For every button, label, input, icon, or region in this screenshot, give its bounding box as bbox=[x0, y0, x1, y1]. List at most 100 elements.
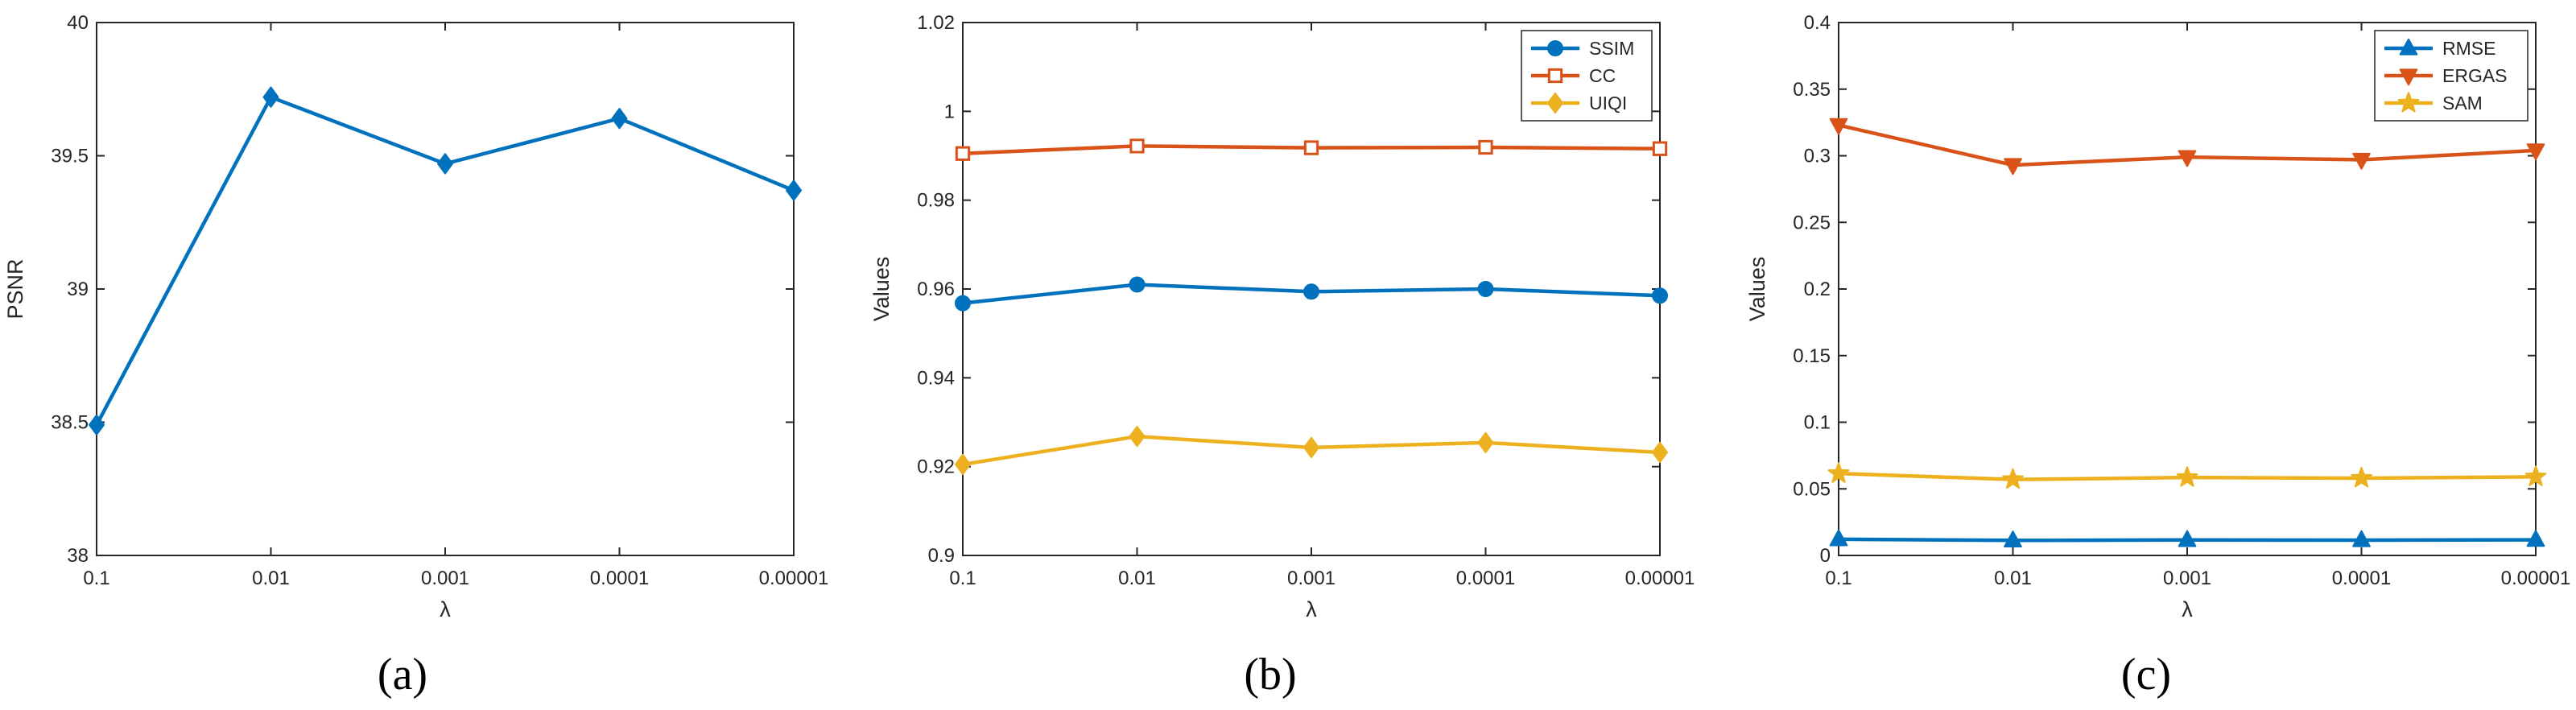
x-tick-label: 0.01 bbox=[1994, 568, 2032, 589]
series-ergas bbox=[1829, 118, 2545, 175]
y-tick-label: 1 bbox=[944, 101, 955, 122]
y-tick-label: 0.96 bbox=[917, 279, 955, 300]
x-tick-label: 0.0001 bbox=[2332, 568, 2391, 589]
data-point bbox=[2002, 468, 2024, 489]
y-tick-label: 0.98 bbox=[917, 190, 955, 212]
x-tick-label: 0.01 bbox=[252, 568, 290, 589]
data-point bbox=[955, 146, 971, 161]
legend-label: RMSE bbox=[2442, 38, 2496, 59]
x-tick-label: 0.00001 bbox=[2501, 568, 2571, 589]
legend-swatch-marker bbox=[2397, 91, 2420, 113]
data-point bbox=[1478, 139, 1493, 155]
data-point bbox=[2352, 530, 2371, 547]
legend-label: ERGAS bbox=[2442, 65, 2508, 86]
series-psnr bbox=[89, 86, 802, 435]
x-tick-label: 0.01 bbox=[1118, 568, 1156, 589]
data-point bbox=[437, 153, 453, 175]
x-axis-label: λ bbox=[2182, 597, 2193, 621]
y-tick-label: 0 bbox=[1820, 545, 1831, 567]
y-tick-label: 0.05 bbox=[1793, 478, 1831, 500]
legend: SSIM CC UIQI bbox=[1521, 30, 1653, 122]
data-point bbox=[1829, 118, 1848, 135]
x-tick-label: 0.1 bbox=[83, 568, 109, 589]
plot-area bbox=[96, 22, 795, 556]
y-tick-label: 40 bbox=[67, 12, 89, 34]
data-point bbox=[1303, 140, 1319, 155]
legend-swatch-marker bbox=[1547, 68, 1563, 84]
chart-panel-2: 0.1 0.01 0.001 0.0001 0.00001 0.9 0.92 0.94 0.96… bbox=[869, 12, 1695, 700]
data-point bbox=[2526, 530, 2545, 547]
legend-swatch-marker bbox=[2399, 68, 2418, 86]
y-tick-label: 0.4 bbox=[1804, 12, 1831, 34]
x-tick-label: 0.00001 bbox=[1625, 568, 1695, 589]
x-tick-label: 0.00001 bbox=[759, 568, 829, 589]
data-point bbox=[89, 414, 105, 435]
data-point bbox=[2004, 530, 2022, 547]
y-tick-label: 39.5 bbox=[51, 146, 89, 167]
data-point bbox=[786, 180, 802, 201]
data-point bbox=[2352, 152, 2371, 170]
y-tick-label: 0.94 bbox=[917, 367, 955, 389]
legend: RMSE ERGAS SAM bbox=[2374, 30, 2529, 122]
y-axis-label: Values bbox=[869, 257, 894, 322]
series-rmse bbox=[1829, 529, 2545, 547]
y-tick-label: 0.2 bbox=[1804, 279, 1831, 300]
y-tick-label: 0.15 bbox=[1793, 345, 1831, 367]
data-point bbox=[2524, 465, 2547, 486]
y-axis-label: PSNR bbox=[3, 258, 27, 319]
panel-caption: (a) bbox=[378, 650, 427, 700]
data-point bbox=[262, 86, 279, 108]
legend-label: CC bbox=[1589, 65, 1616, 86]
legend-swatch-marker bbox=[1547, 92, 1563, 114]
data-point bbox=[2526, 143, 2545, 161]
data-point bbox=[955, 295, 971, 312]
y-tick-label: 0.35 bbox=[1793, 79, 1831, 101]
x-tick-label: 0.0001 bbox=[590, 568, 649, 589]
data-point bbox=[1652, 441, 1668, 464]
y-tick-label: 38 bbox=[67, 545, 89, 567]
y-tick-label: 0.25 bbox=[1793, 212, 1831, 233]
legend-swatch-marker bbox=[1547, 40, 1563, 56]
data-point bbox=[1303, 283, 1319, 300]
legend-label: UIQI bbox=[1589, 93, 1627, 114]
data-point bbox=[1477, 281, 1494, 297]
x-tick-label: 0.001 bbox=[2163, 568, 2211, 589]
y-tick-label: 0.9 bbox=[928, 545, 955, 567]
data-point bbox=[1477, 431, 1494, 454]
data-point bbox=[955, 453, 971, 476]
x-tick-label: 0.001 bbox=[421, 568, 469, 589]
chart-panel-1: 0.1 0.01 0.001 0.0001 0.00001 38 38.5 39 39.5 40 λ… bbox=[3, 12, 828, 700]
data-point bbox=[2176, 466, 2198, 487]
y-tick-label: 39 bbox=[67, 279, 89, 300]
x-tick-label: 0.1 bbox=[1825, 568, 1852, 589]
x-axis-label: λ bbox=[440, 597, 451, 621]
series-uiqi bbox=[955, 426, 1668, 476]
y-tick-label: 0.1 bbox=[1804, 412, 1831, 434]
x-tick-label: 0.0001 bbox=[1456, 568, 1515, 589]
y-tick-label: 0.3 bbox=[1804, 146, 1831, 167]
data-point bbox=[2178, 530, 2197, 547]
panel-caption: (c) bbox=[2121, 650, 2171, 700]
data-point bbox=[1303, 436, 1319, 459]
y-tick-label: 1.02 bbox=[917, 12, 955, 34]
data-point bbox=[1129, 138, 1145, 154]
y-tick-label: 0.92 bbox=[917, 456, 955, 478]
data-point bbox=[2004, 158, 2022, 175]
x-tick-label: 0.1 bbox=[949, 568, 976, 589]
data-point bbox=[1827, 462, 1850, 483]
chart-panel-3: 0.1 0.01 0.001 0.0001 0.00001 0 0.05 0.1 0.15 0.2… bbox=[1745, 12, 2570, 700]
data-point bbox=[1129, 426, 1146, 448]
legend-label: SAM bbox=[2442, 93, 2483, 114]
y-axis-label: Values bbox=[1745, 257, 1769, 322]
data-point bbox=[1829, 529, 1848, 547]
series-ssim bbox=[955, 276, 1668, 312]
data-point bbox=[611, 108, 628, 130]
legend-swatch-marker bbox=[2399, 38, 2418, 56]
data-point bbox=[2178, 150, 2197, 167]
y-tick-label: 38.5 bbox=[51, 412, 89, 434]
panel-caption: (b) bbox=[1244, 650, 1296, 700]
x-axis-label: λ bbox=[1306, 597, 1317, 621]
series-cc bbox=[955, 138, 1668, 161]
data-point bbox=[1129, 276, 1146, 293]
